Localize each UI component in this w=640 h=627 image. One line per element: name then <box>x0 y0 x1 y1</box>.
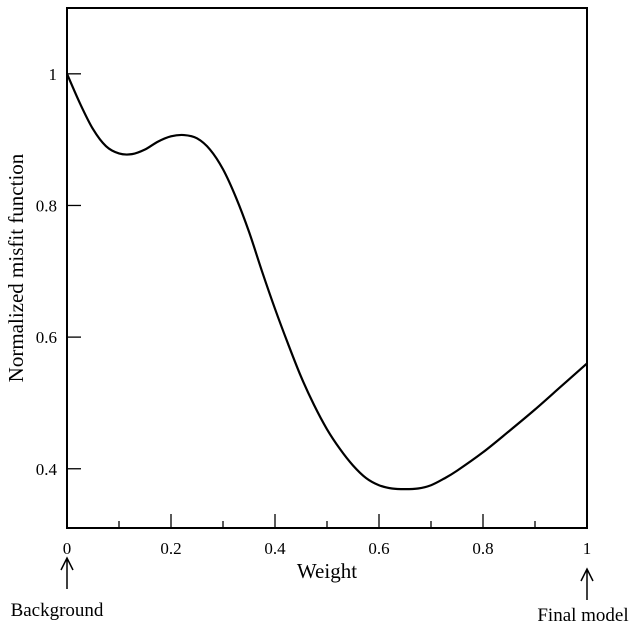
y-tick-label: 1 <box>49 65 58 84</box>
x-tick-label: 0.8 <box>472 539 493 558</box>
final-model-label: Final model <box>537 605 628 626</box>
y-tick-label: 0.6 <box>36 328 57 347</box>
x-tick-label: 0.6 <box>368 539 389 558</box>
plot-frame <box>66 7 588 529</box>
y-tick-labels: 0.4 0.6 0.8 1 <box>36 65 58 479</box>
x-tick-label: 0 <box>63 539 72 558</box>
x-tick-label: 1 <box>583 539 592 558</box>
background-arrow <box>60 556 74 589</box>
plot-border <box>66 7 588 529</box>
y-tick-label: 0.4 <box>36 460 58 479</box>
x-axis-label: Weight <box>297 559 357 583</box>
final-model-annotation: Final model <box>537 567 629 626</box>
misfit-curve <box>65 73 588 491</box>
tick-marks <box>66 73 588 528</box>
background-label: Background <box>11 600 104 621</box>
x-tick-label: 0.2 <box>160 539 181 558</box>
background-annotation: Background <box>11 556 104 621</box>
final-model-arrow <box>580 567 594 600</box>
y-tick-label: 0.8 <box>36 196 57 215</box>
x-tick-label: 0.4 <box>264 539 286 558</box>
y-axis-label: Normalized misfit function <box>4 153 28 382</box>
x-tick-labels: 0 0.2 0.4 0.6 0.8 1 <box>63 539 592 558</box>
